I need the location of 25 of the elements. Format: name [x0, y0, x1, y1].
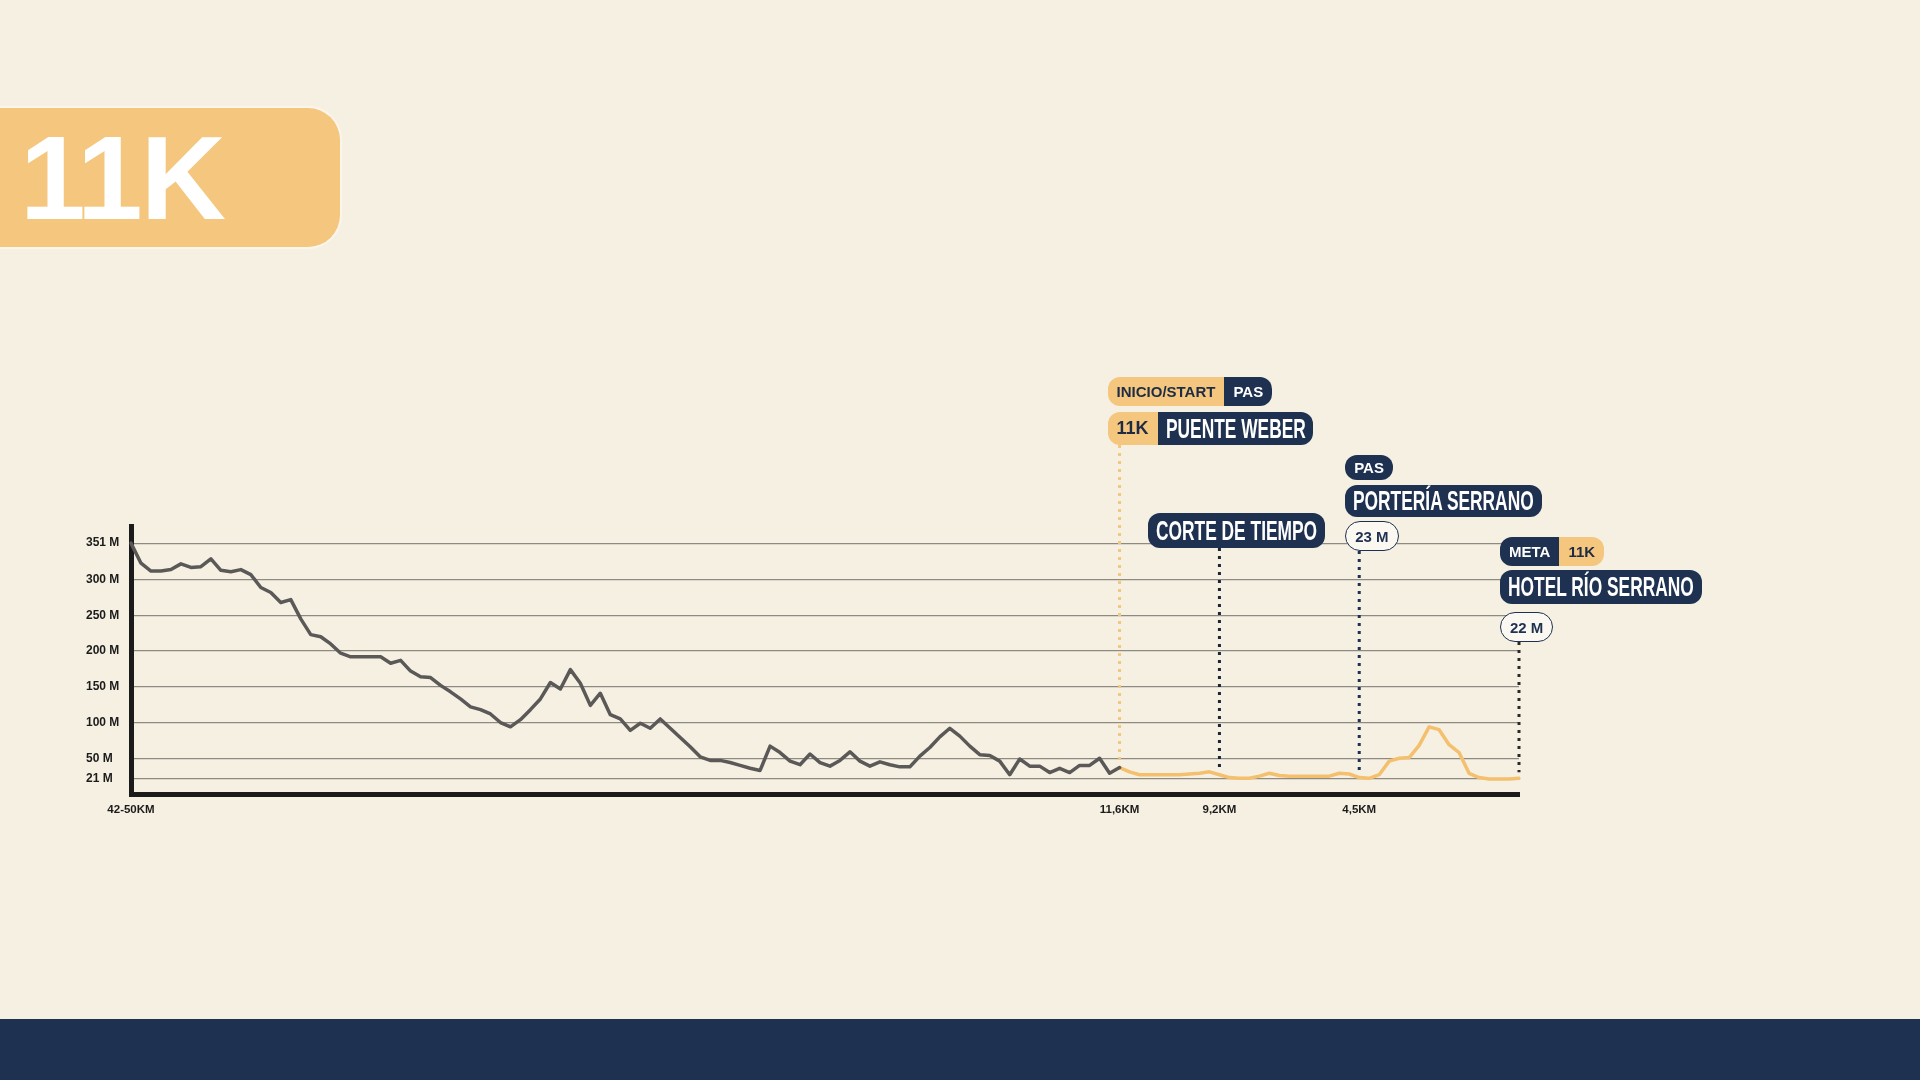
- ref-line-label: CORTE DE TIEMPO: [1156, 514, 1318, 547]
- y-tick-label: 200 M: [86, 643, 120, 658]
- x-tick-label: 9,2KM: [1202, 803, 1237, 816]
- y-tick-label: 250 M: [86, 607, 120, 622]
- annotation: 23 M: [1355, 527, 1389, 545]
- text: PAS: [1354, 459, 1384, 476]
- x-tick-label: 11,6KM: [1099, 803, 1140, 816]
- y-tick-label: 50 M: [86, 750, 113, 765]
- y-tick-label: 351 M: [86, 535, 120, 550]
- ref-line-label: PUENTE WEBER: [1165, 412, 1306, 445]
- legend-label: PORTERÍA SERRANO: [1353, 485, 1534, 517]
- annotation: META: [1509, 543, 1551, 560]
- x-tick-label: 42-50KM: [107, 803, 155, 816]
- y-tick-label: 21 M: [86, 771, 113, 786]
- text: PAS: [1233, 383, 1264, 400]
- x-tick-label: 4,5KM: [1342, 803, 1377, 816]
- y-tick-label: 150 M: [86, 679, 120, 694]
- annotation: 22 M: [1510, 618, 1544, 636]
- text: 11K: [0, 106, 342, 249]
- text: INICIO/START: [1116, 383, 1216, 400]
- text: 11K: [1568, 543, 1596, 560]
- text: 11K: [1116, 418, 1149, 439]
- y-tick-label: 300 M: [86, 571, 120, 586]
- y-tick-label: 100 M: [86, 714, 120, 729]
- annotation: HOTEL RÍO SERRANO: [1508, 571, 1694, 603]
